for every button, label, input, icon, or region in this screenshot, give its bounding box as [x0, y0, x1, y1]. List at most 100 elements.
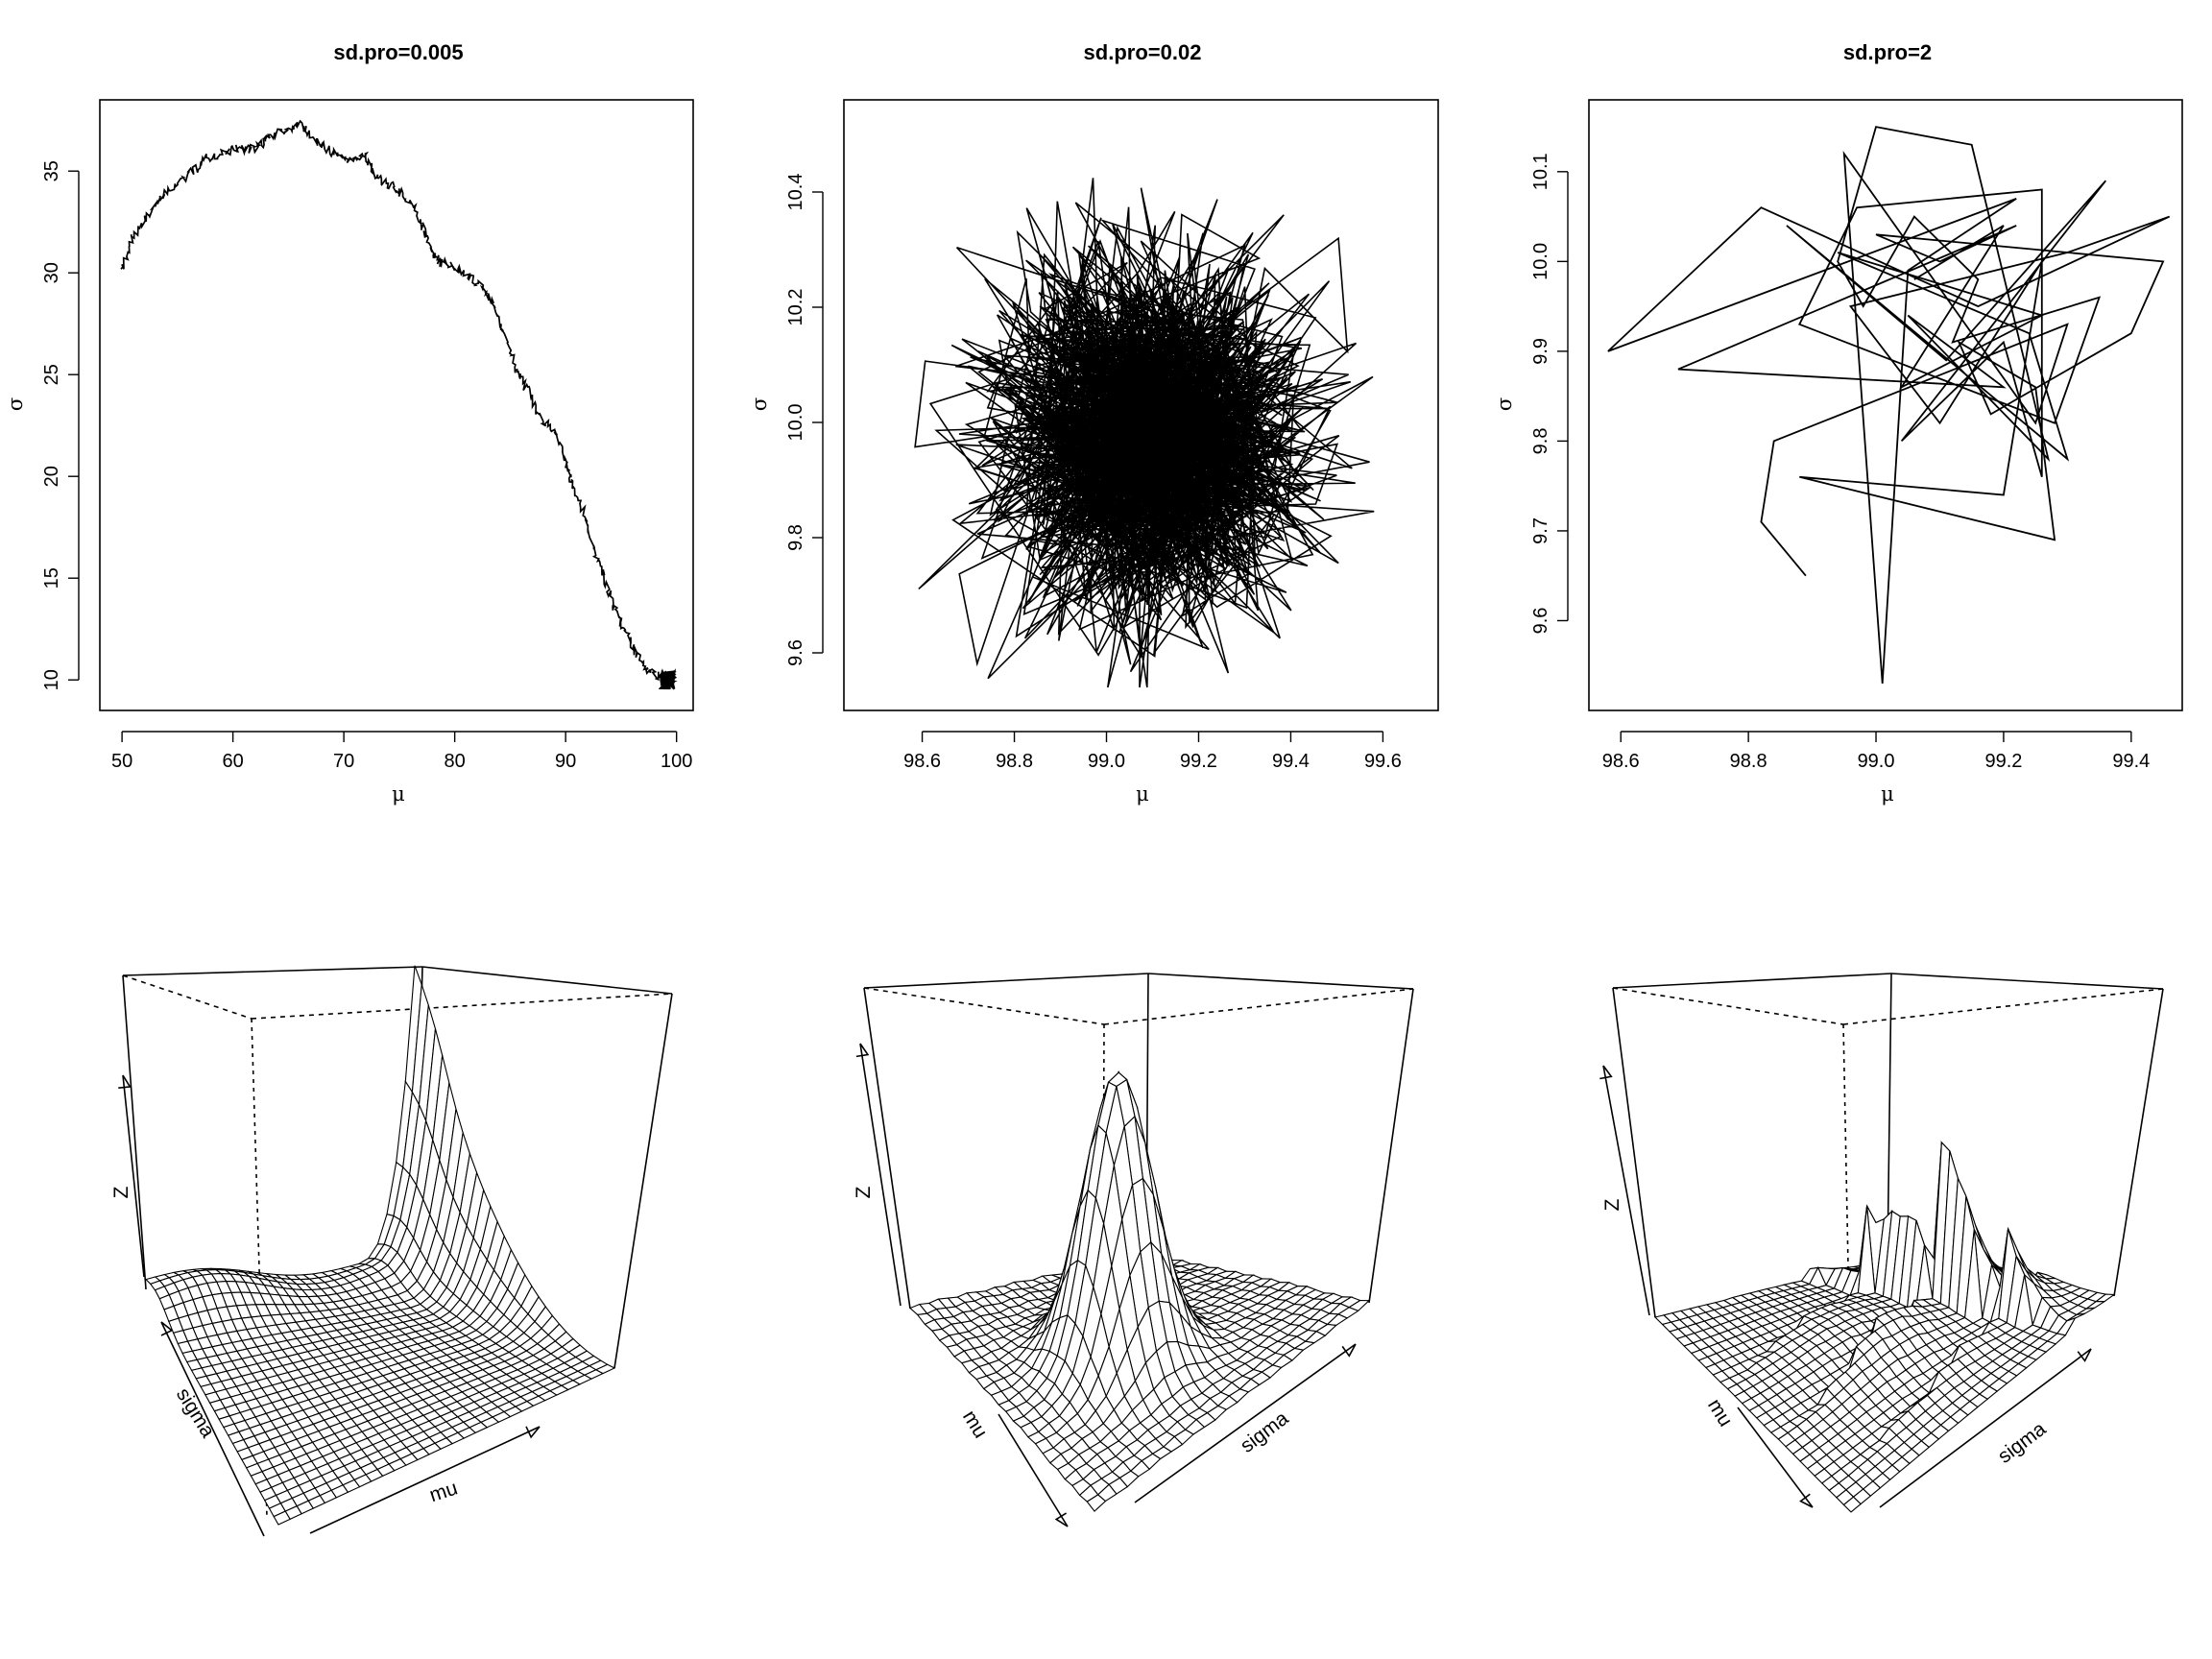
- box-edge: [1612, 973, 1892, 989]
- x-tick-label: 99.0: [1858, 751, 1895, 772]
- surface-facet: [1842, 1496, 1862, 1513]
- perspective-plot-2: mu sigma Z: [853, 973, 1414, 1527]
- axes: 50 60 70 80 90 100 10 15 20 25 30 35: [41, 99, 694, 772]
- y-tick-label: 9.7: [1530, 517, 1551, 544]
- x-tick-label: 60: [222, 751, 243, 772]
- box-edge: [1890, 973, 2164, 990]
- box-edge: [1887, 973, 1892, 1262]
- bounding-box: [1612, 973, 2164, 1508]
- box-edge: [122, 966, 423, 976]
- x-tick-label: 99.4: [1272, 751, 1310, 772]
- axis-arrow: [1879, 1348, 2092, 1508]
- x-tick-label: 99.0: [1088, 751, 1125, 772]
- box-edge: [122, 974, 147, 1290]
- y-tick-label: 9.6: [785, 639, 806, 666]
- arrow-head: [1341, 1343, 1357, 1358]
- trace-path: [1607, 126, 2171, 684]
- chart-title: sd.pro=2: [1843, 40, 1932, 64]
- y-tick-label: 30: [41, 262, 62, 283]
- y-tick-label: 9.8: [1530, 428, 1551, 455]
- y-tick-label: 9.8: [785, 524, 806, 551]
- axis-arrow: [1134, 1343, 1357, 1503]
- x-tick-label: 99.2: [1984, 751, 2022, 772]
- arrow-head: [1799, 1493, 1814, 1508]
- box-edge: [1612, 987, 1844, 1025]
- axis-arrow: [1737, 1407, 1814, 1508]
- y-tick-label: 25: [41, 364, 62, 385]
- y-tick-label: 35: [41, 160, 62, 181]
- box-edge: [421, 966, 673, 995]
- arrow-head: [525, 1426, 541, 1439]
- arrow-head: [160, 1321, 174, 1336]
- axis-arrow: [998, 1413, 1069, 1527]
- y-axis-label: σ: [1493, 397, 1516, 411]
- surface-facet: [1086, 1494, 1107, 1512]
- x-tick-label: 98.6: [903, 751, 941, 772]
- z-axis-label: Z: [110, 1186, 132, 1198]
- trace-path: [914, 178, 1375, 688]
- z-axis-label: Z: [853, 1186, 875, 1198]
- surface-mesh: [118, 965, 616, 1537]
- x-tick-label: 99.2: [1180, 751, 1217, 772]
- y-tick-label: 10: [41, 669, 62, 690]
- axis-arrow: [859, 1043, 902, 1307]
- chart-title: sd.pro=0.005: [333, 40, 463, 64]
- chart-title: sd.pro=0.02: [1084, 40, 1202, 64]
- trace-line: [914, 178, 1375, 688]
- x-tick-label: 98.8: [1730, 751, 1767, 772]
- box-edge: [863, 973, 1149, 989]
- z-axis-label: Z: [1601, 1198, 1623, 1211]
- trace-plot-sd-2: sd.pro=2 98.6 98.8 99.0 99.2 99.4 9.6 9.7 9.8 9.…: [1493, 40, 2183, 805]
- box-edge: [613, 993, 673, 1369]
- surface-facet: [273, 1510, 291, 1526]
- axis-arrow: [160, 1321, 265, 1537]
- box-edge: [251, 993, 673, 1020]
- y-axis-label: σ: [748, 397, 771, 411]
- box-edge: [1103, 988, 1414, 1025]
- x-tick-label: 99.4: [2112, 751, 2150, 772]
- y-tick-label: 15: [41, 567, 62, 589]
- x-axis-label: μ: [1136, 782, 1149, 805]
- y-tick-label: 9.9: [1530, 338, 1551, 365]
- axis-arrow: [122, 1074, 145, 1278]
- x-tick-label: 70: [333, 751, 354, 772]
- box-edge: [863, 987, 911, 1310]
- axes: 98.6 98.8 99.0 99.2 99.4 9.6 9.7 9.8 9.9 10.0 10.1: [1530, 99, 2183, 772]
- x-tick-label: 99.6: [1364, 751, 1402, 772]
- plot-frame: [843, 99, 1439, 711]
- arrow-head: [1599, 1065, 1613, 1080]
- x-axis-label: μ: [392, 782, 405, 805]
- surface-mesh: [855, 1043, 1371, 1527]
- x-axis-label: μ: [1881, 782, 1894, 805]
- box-edge: [1842, 1023, 1854, 1508]
- perspective-plot-1: mu sigma Z: [110, 965, 673, 1537]
- y-tick-label: 9.6: [1530, 608, 1551, 635]
- trace-line: [120, 119, 678, 690]
- box-edge: [1612, 987, 1656, 1318]
- plot-frame: [1588, 99, 2183, 711]
- trace-plot-sd-0.02: sd.pro=0.02 98.6 98.8 99.0 99.2 99.4 99.69.69…: [748, 40, 1439, 805]
- x-tick-label: 98.8: [996, 751, 1033, 772]
- y-tick-label: 10.2: [785, 289, 806, 326]
- y-tick-label: 10.0: [1530, 243, 1551, 280]
- plot-frame: [99, 99, 694, 711]
- axis-arrow: [1602, 1065, 1650, 1316]
- axis-arrow: [309, 1426, 541, 1534]
- box-edge: [1368, 988, 1414, 1304]
- x-tick-label: 50: [111, 751, 132, 772]
- axes: 98.6 98.8 99.0 99.2 99.4 99.6 9.6 9.8 10.0 10.2 10…: [785, 99, 1439, 772]
- arrow-head: [2077, 1348, 2092, 1362]
- arrow-head: [1054, 1512, 1069, 1527]
- x-tick-label: 98.6: [1602, 751, 1640, 772]
- trace-line: [1607, 126, 2171, 684]
- box-edge: [2113, 988, 2164, 1297]
- surface-mesh: [1599, 1065, 2116, 1513]
- arrow-head: [118, 1074, 132, 1089]
- x-tick-label: 80: [445, 751, 466, 772]
- trace-plot-sd-0.005: sd.pro=0.005 50 60 70 80 90 100 10 15 20 25 30 35 μ…: [4, 40, 694, 805]
- trace-path: [120, 119, 674, 689]
- y-tick-label: 10.0: [785, 404, 806, 442]
- y-tick-label: 10.4: [785, 174, 806, 211]
- y-tick-label: 20: [41, 466, 62, 487]
